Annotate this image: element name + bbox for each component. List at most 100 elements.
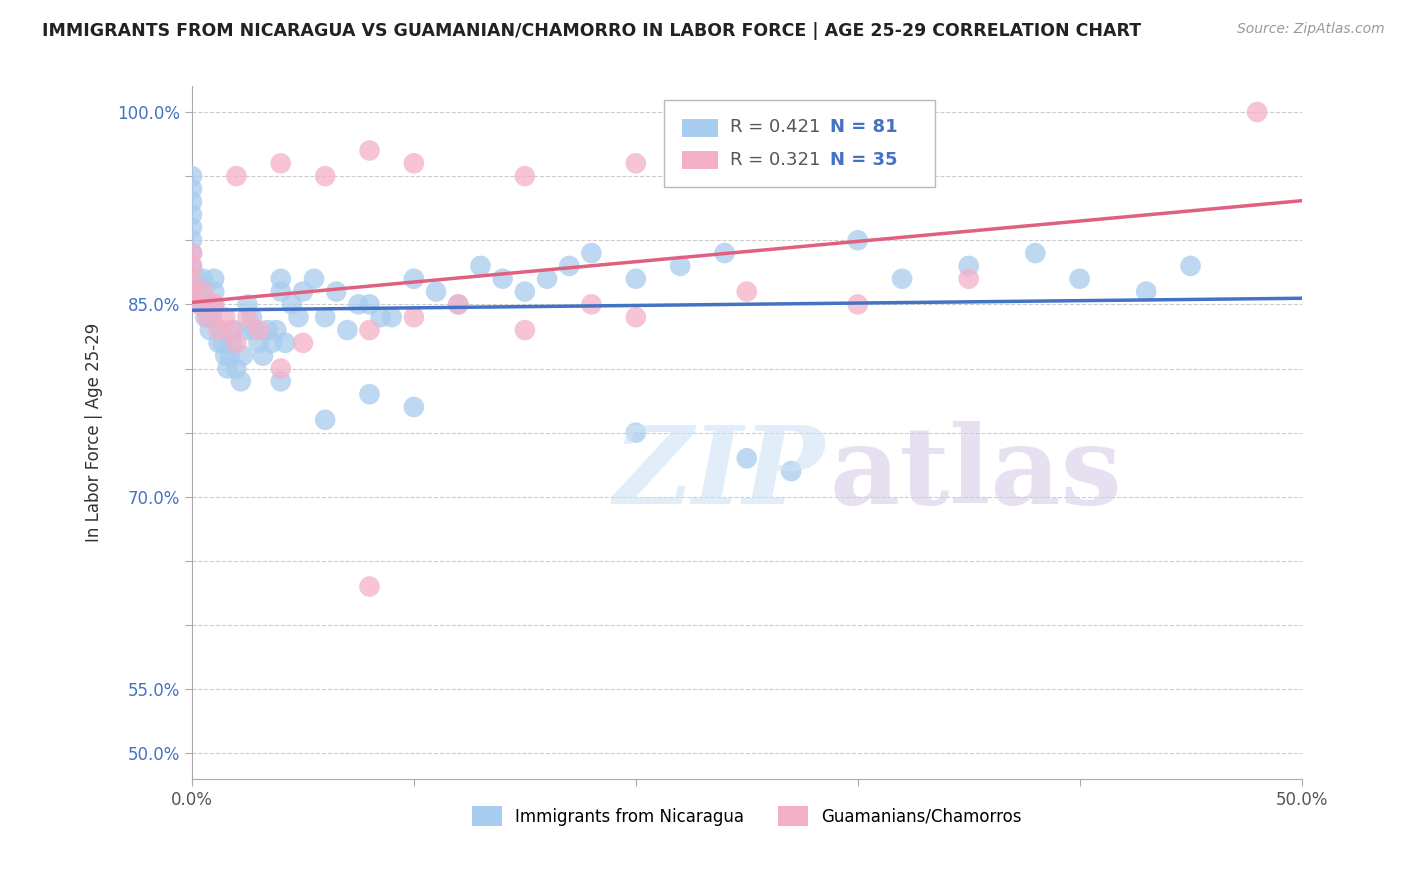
Point bbox=[243, 323, 266, 337]
Point bbox=[513, 285, 536, 299]
Point bbox=[181, 233, 204, 247]
Point bbox=[247, 335, 270, 350]
Point bbox=[256, 323, 278, 337]
Point bbox=[359, 580, 381, 594]
Point bbox=[359, 323, 381, 337]
Point bbox=[181, 169, 204, 183]
Point bbox=[359, 387, 381, 401]
Point bbox=[347, 297, 370, 311]
Point bbox=[187, 297, 209, 311]
FancyBboxPatch shape bbox=[682, 119, 718, 136]
Point bbox=[181, 208, 204, 222]
Point bbox=[236, 297, 259, 311]
Y-axis label: In Labor Force | Age 25-29: In Labor Force | Age 25-29 bbox=[86, 323, 103, 542]
Text: N = 35: N = 35 bbox=[830, 151, 897, 169]
Point bbox=[314, 310, 336, 325]
Point bbox=[402, 271, 425, 285]
Point bbox=[260, 335, 283, 350]
Point bbox=[197, 310, 219, 325]
Point bbox=[224, 323, 246, 337]
Point bbox=[221, 323, 243, 337]
Point bbox=[359, 144, 381, 158]
Point bbox=[270, 361, 292, 376]
Point bbox=[581, 246, 603, 260]
Point bbox=[207, 323, 229, 337]
Point bbox=[198, 323, 221, 337]
Point bbox=[191, 285, 214, 299]
Point bbox=[201, 310, 224, 325]
Point bbox=[780, 464, 803, 478]
Point bbox=[302, 271, 325, 285]
Point bbox=[713, 246, 735, 260]
Point bbox=[287, 310, 309, 325]
Point bbox=[325, 285, 347, 299]
Point bbox=[181, 285, 204, 299]
Point bbox=[217, 361, 239, 376]
Point bbox=[381, 310, 404, 325]
Point bbox=[624, 310, 647, 325]
Point bbox=[291, 335, 314, 350]
Point bbox=[181, 259, 204, 273]
Point bbox=[891, 271, 914, 285]
Text: ZIP: ZIP bbox=[613, 421, 825, 527]
Point bbox=[214, 310, 236, 325]
Point bbox=[536, 271, 558, 285]
Point bbox=[558, 259, 581, 273]
Point bbox=[190, 297, 212, 311]
Point bbox=[212, 335, 235, 350]
Point bbox=[581, 297, 603, 311]
Text: IMMIGRANTS FROM NICARAGUA VS GUAMANIAN/CHAMORRO IN LABOR FORCE | AGE 25-29 CORRE: IMMIGRANTS FROM NICARAGUA VS GUAMANIAN/C… bbox=[42, 22, 1142, 40]
Point bbox=[336, 323, 359, 337]
Point bbox=[202, 271, 225, 285]
Point bbox=[359, 297, 381, 311]
Point bbox=[181, 246, 204, 260]
Point bbox=[221, 335, 243, 350]
Point bbox=[669, 259, 692, 273]
Point bbox=[191, 271, 214, 285]
Point bbox=[957, 259, 980, 273]
Point bbox=[1069, 271, 1091, 285]
Point bbox=[202, 297, 225, 311]
Point bbox=[274, 335, 297, 350]
Point bbox=[194, 310, 217, 325]
Point bbox=[735, 451, 758, 466]
Point bbox=[181, 220, 204, 235]
Point bbox=[846, 297, 869, 311]
Point bbox=[402, 310, 425, 325]
Point bbox=[181, 246, 204, 260]
Point bbox=[181, 259, 204, 273]
Point bbox=[225, 361, 247, 376]
Point bbox=[624, 156, 647, 170]
Point bbox=[225, 335, 247, 350]
Point bbox=[1180, 259, 1202, 273]
Point bbox=[187, 285, 209, 299]
FancyBboxPatch shape bbox=[682, 152, 718, 169]
Point bbox=[957, 271, 980, 285]
Point bbox=[181, 182, 204, 196]
Point bbox=[266, 323, 288, 337]
Point bbox=[624, 425, 647, 440]
Text: R = 0.421: R = 0.421 bbox=[730, 119, 821, 136]
Point bbox=[232, 349, 254, 363]
Point bbox=[247, 323, 270, 337]
Point bbox=[370, 310, 392, 325]
Point bbox=[186, 271, 208, 285]
Point bbox=[270, 375, 292, 389]
Point bbox=[425, 285, 447, 299]
Point bbox=[270, 271, 292, 285]
Point bbox=[201, 297, 224, 311]
Point bbox=[270, 156, 292, 170]
Point bbox=[207, 335, 229, 350]
Text: atlas: atlas bbox=[830, 421, 1123, 527]
Point bbox=[735, 285, 758, 299]
Point bbox=[197, 310, 219, 325]
Point bbox=[202, 285, 225, 299]
Point bbox=[209, 323, 232, 337]
Point bbox=[229, 375, 252, 389]
Point bbox=[402, 156, 425, 170]
Text: Source: ZipAtlas.com: Source: ZipAtlas.com bbox=[1237, 22, 1385, 37]
Point bbox=[181, 194, 204, 209]
Point bbox=[624, 271, 647, 285]
Point bbox=[291, 285, 314, 299]
Point bbox=[1246, 105, 1268, 120]
